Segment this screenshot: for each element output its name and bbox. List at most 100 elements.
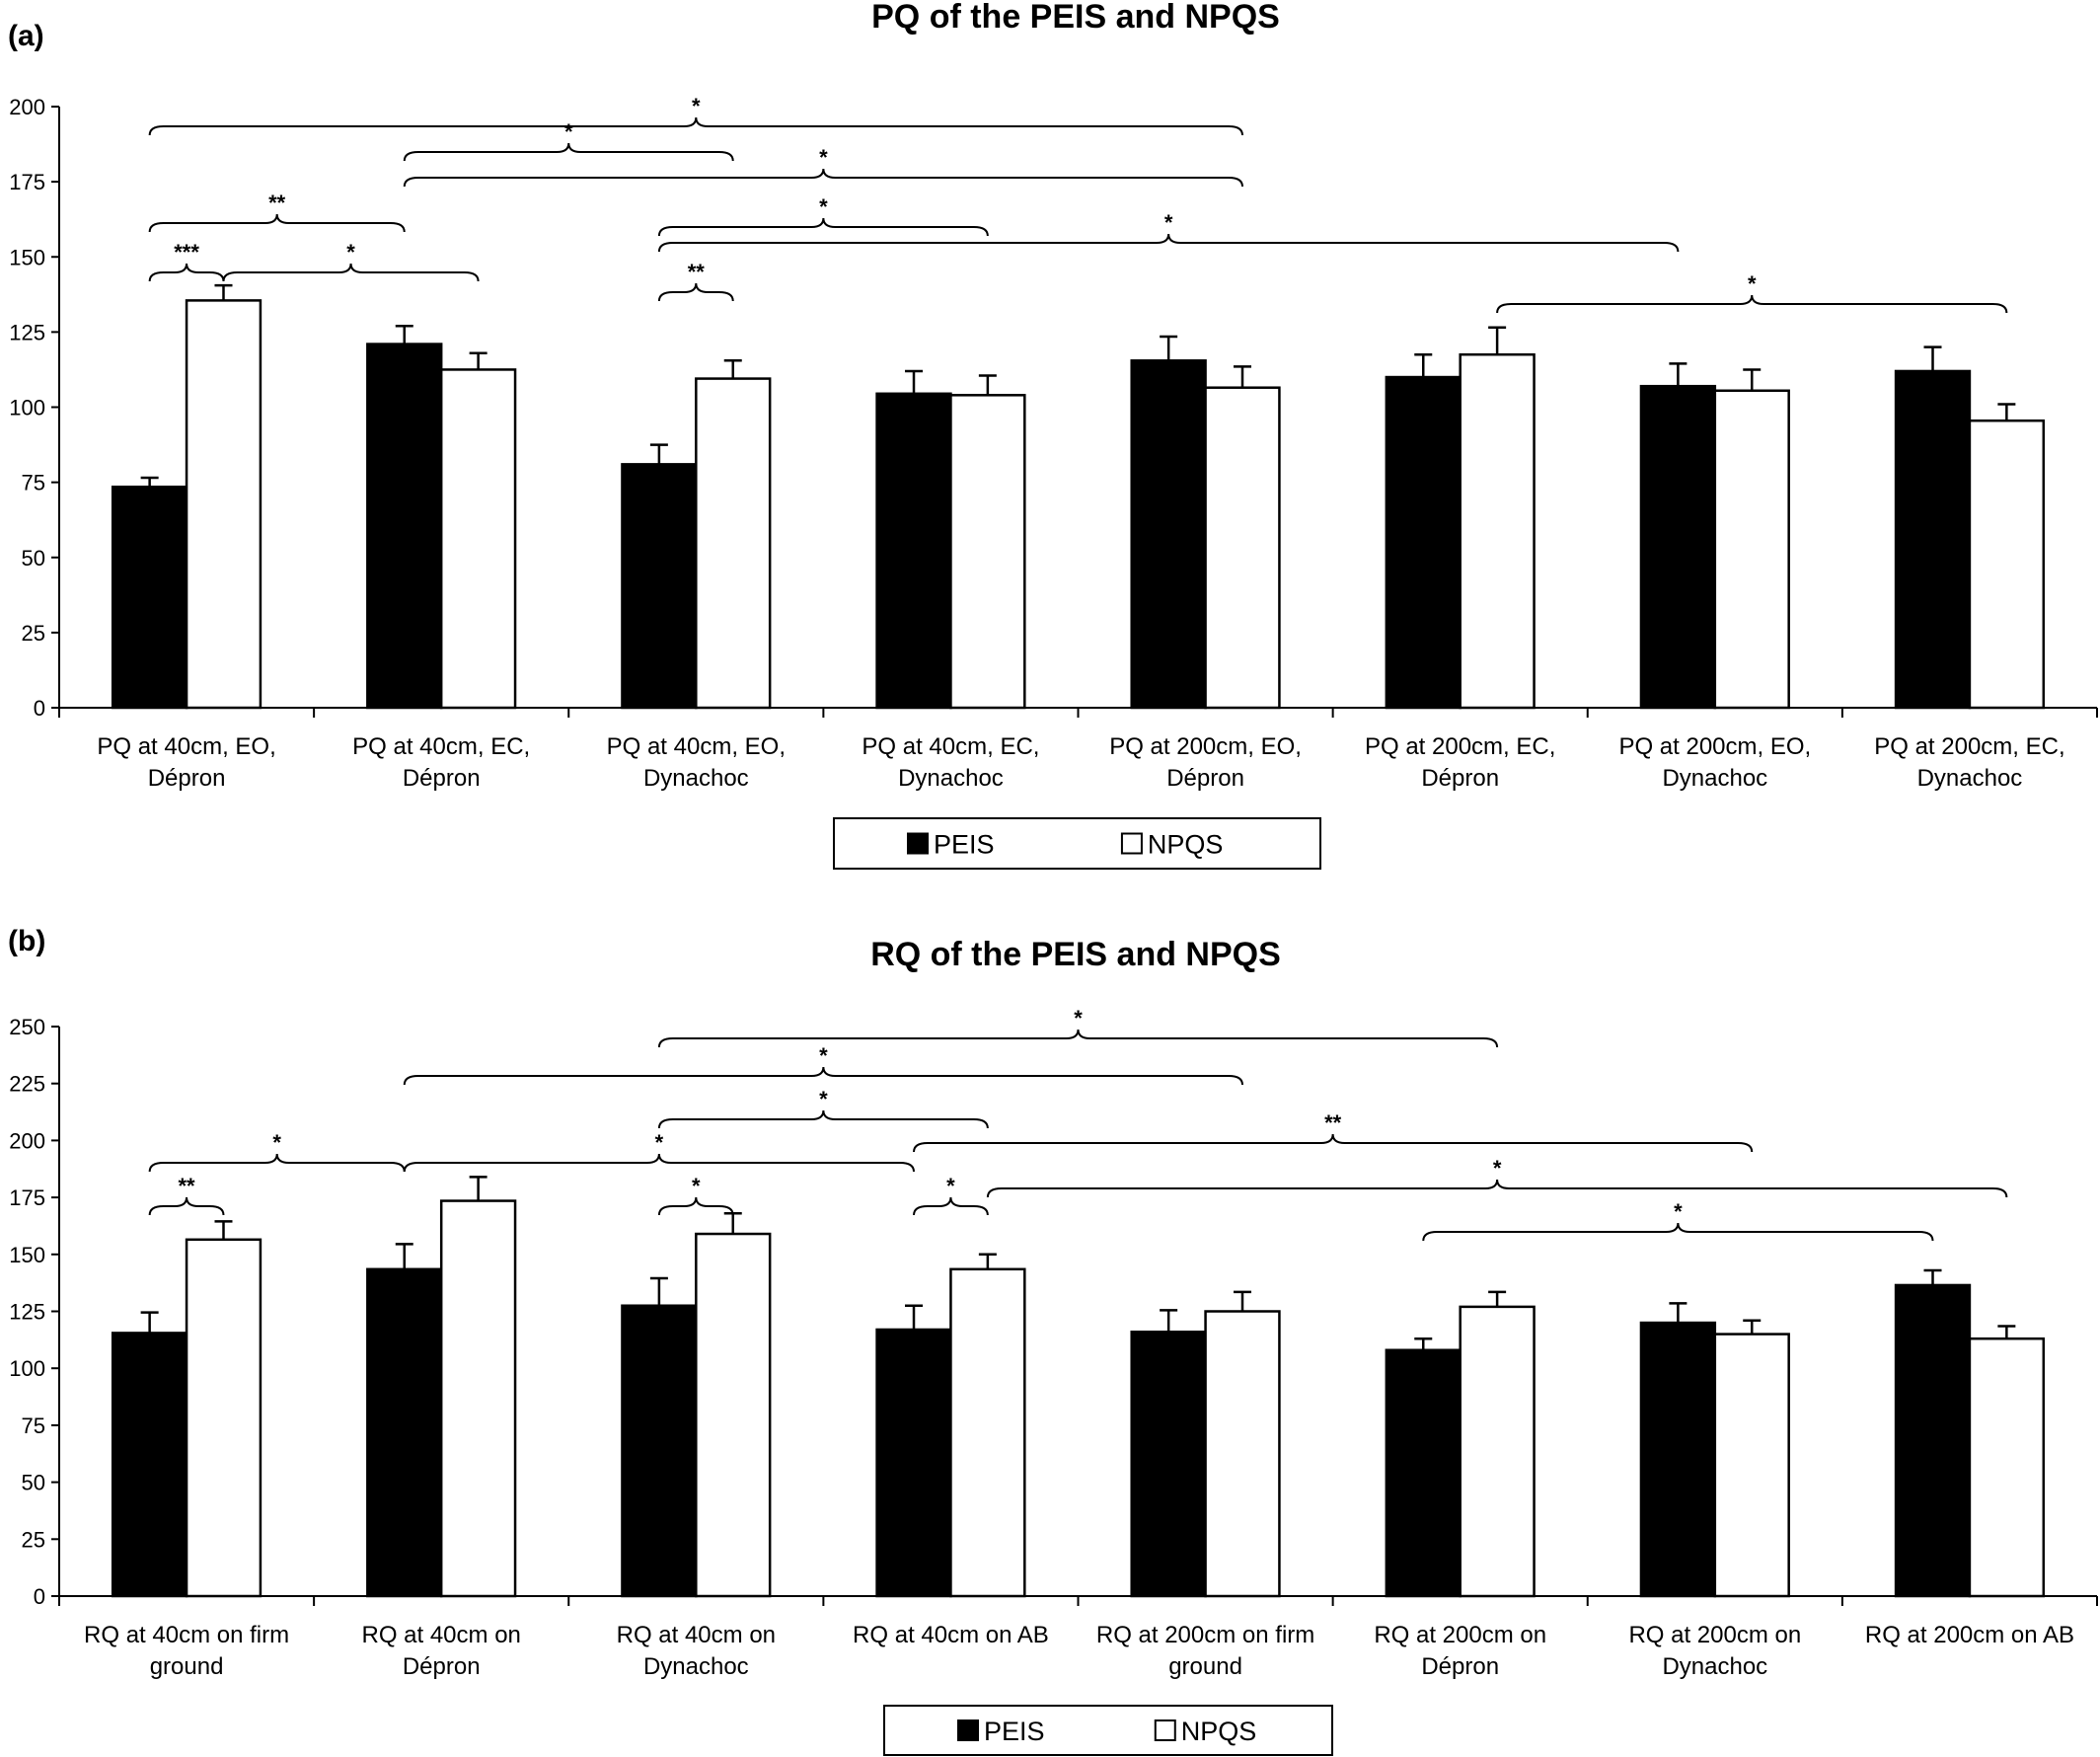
significance-label: * (346, 240, 355, 265)
bar-peis (1130, 359, 1207, 710)
significance-brace (403, 1066, 1243, 1086)
category-label: Dynachoc (1662, 765, 1767, 792)
category-label: Dynachoc (1917, 765, 2023, 792)
bar-peis (1130, 1331, 1207, 1598)
significance-label: * (1748, 271, 1757, 296)
category-label: RQ at 40cm on AB (853, 1622, 1049, 1648)
bar-peis (621, 1304, 698, 1598)
significance-label: * (272, 1130, 281, 1155)
category-label: Dépron (403, 1653, 481, 1680)
y-tick-label: 0 (34, 696, 45, 721)
legend-box (883, 1705, 1333, 1756)
bar-npqs (1204, 386, 1281, 710)
y-tick-label: 0 (34, 1584, 45, 1609)
significance-label: * (819, 1043, 828, 1068)
category-label: Dépron (403, 765, 481, 792)
legend-label: PEIS (934, 830, 995, 860)
category-label: Dépron (148, 765, 226, 792)
y-tick-label: 25 (22, 1527, 45, 1552)
bar-peis (875, 392, 952, 710)
bar-peis (1894, 1283, 1972, 1598)
y-tick-label: 225 (9, 1072, 45, 1097)
bar-npqs (949, 394, 1026, 710)
bar-npqs (1713, 1333, 1790, 1598)
category-label: RQ at 40cm on (361, 1622, 520, 1648)
category-label: PQ at 40cm, EC, (352, 733, 530, 760)
category-label: RQ at 200cm on (1374, 1622, 1546, 1648)
category-label: ground (1168, 1653, 1242, 1680)
y-tick-label: 150 (9, 1243, 45, 1267)
legend-swatch-peis (957, 1719, 979, 1741)
bar-peis (1385, 375, 1462, 710)
chart-title: RQ of the PEIS and NPQS (870, 936, 1281, 973)
significance-label: ** (179, 1174, 196, 1198)
bar-peis (875, 1328, 952, 1598)
bar-peis (1894, 369, 1972, 710)
category-label: RQ at 40cm on firm (84, 1622, 289, 1648)
significance-brace (657, 1109, 989, 1129)
bar-npqs (439, 1199, 517, 1598)
bar-npqs (1459, 352, 1536, 710)
y-tick-label: 125 (9, 1300, 45, 1325)
significance-label: * (819, 145, 828, 170)
bar-npqs (185, 299, 262, 710)
category-label: Dynachoc (898, 765, 1004, 792)
significance-brace (1422, 1222, 1934, 1242)
significance-brace (657, 233, 1680, 253)
y-tick-label: 75 (22, 471, 45, 496)
significance-brace (148, 1153, 406, 1173)
category-label: PQ at 40cm, EO, (607, 733, 786, 760)
significance-brace (403, 1153, 916, 1173)
category-label: Dynachoc (643, 765, 749, 792)
bar-npqs (1459, 1305, 1536, 1598)
bar-npqs (695, 1232, 772, 1598)
significance-label: * (819, 194, 828, 219)
bar-npqs (439, 368, 517, 710)
y-tick-label: 75 (22, 1413, 45, 1438)
y-tick-label: 150 (9, 245, 45, 269)
significance-brace (148, 263, 225, 282)
significance-brace (657, 282, 734, 302)
bar-npqs (1968, 419, 2046, 710)
category-label: PQ at 40cm, EO, (97, 733, 275, 760)
legend-swatch-npqs (1154, 1719, 1176, 1741)
category-label: PQ at 200cm, EO, (1618, 733, 1811, 760)
significance-brace (913, 1133, 1754, 1153)
significance-label: * (692, 1174, 701, 1198)
legend-label: NPQS (1148, 830, 1224, 860)
y-tick-label: 100 (9, 1356, 45, 1381)
significance-brace (913, 1196, 989, 1216)
legend-swatch-npqs (1120, 832, 1143, 855)
legend-label: PEIS (984, 1717, 1045, 1746)
y-tick-label: 250 (9, 1015, 45, 1039)
significance-brace (403, 168, 1243, 188)
significance-label: * (1674, 1199, 1683, 1224)
category-label: Dépron (1166, 765, 1244, 792)
bar-npqs (1968, 1337, 2046, 1598)
legend-box (833, 817, 1321, 870)
bar-npqs (1713, 389, 1790, 710)
significance-brace (148, 1196, 225, 1216)
category-label: RQ at 200cm on AB (1865, 1622, 2074, 1648)
significance-label: * (946, 1174, 955, 1198)
significance-brace (403, 142, 734, 162)
significance-brace (657, 1029, 1499, 1048)
y-tick-label: 50 (22, 1471, 45, 1495)
panel-label: (a) (8, 20, 44, 52)
bar-peis (1385, 1348, 1462, 1598)
y-tick-label: 50 (22, 546, 45, 571)
bar-peis (1639, 1321, 1717, 1598)
significance-brace (222, 263, 480, 282)
bar-npqs (1204, 1310, 1281, 1598)
significance-label: ** (268, 191, 286, 215)
y-tick-label: 175 (9, 170, 45, 194)
category-label: Dépron (1421, 765, 1499, 792)
chart-panel-a: (a) PQ of the PEIS and NPQS 0 25 50 75 100 125 1… (8, 0, 2098, 870)
bar-npqs (695, 377, 772, 710)
significance-brace (657, 1196, 734, 1216)
legend-label: NPQS (1181, 1717, 1257, 1746)
y-tick-label: 175 (9, 1185, 45, 1210)
panel-label: (b) (8, 925, 45, 957)
bar-peis (1639, 384, 1717, 710)
